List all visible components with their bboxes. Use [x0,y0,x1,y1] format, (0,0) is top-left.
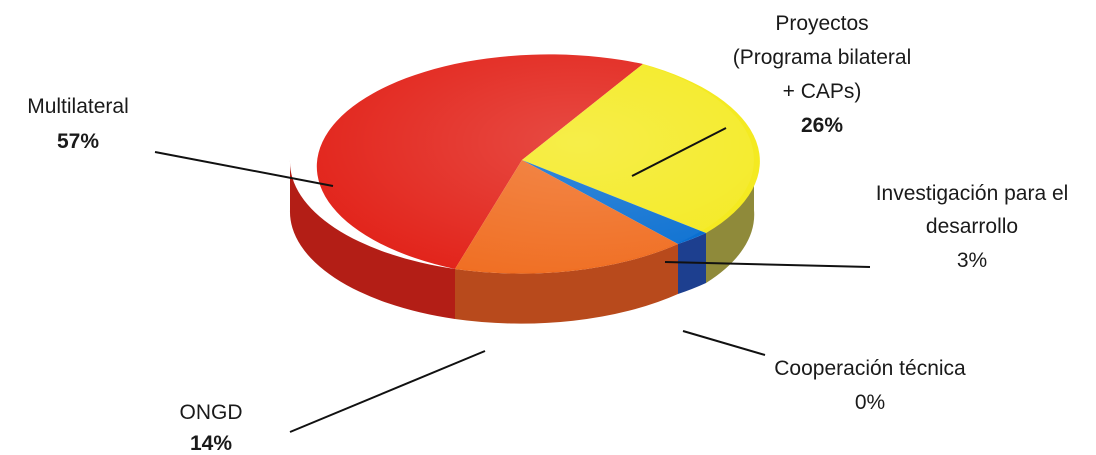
label-proyectos-line3: + CAPs) [783,80,862,103]
label-multilateral: Multilateral [27,95,129,118]
pie-sides [289,160,755,324]
value-ongd: 14% [190,432,232,455]
leader-proyectos [631,127,727,177]
label-investigacion-line2: desarrollo [926,215,1018,238]
leader-ongd [289,350,486,433]
leader-lines [154,127,871,433]
label-ongd: ONGD [180,401,243,424]
pie-top [290,48,760,274]
value-investigacion: 3% [957,249,987,272]
labels: Multilateral 57% Proyectos (Programa bil… [27,12,1068,455]
value-cooperacion: 0% [855,391,885,414]
leader-cooperacion [682,330,766,356]
pie-sheen [290,48,754,272]
label-cooperacion: Cooperación técnica [774,357,966,380]
label-proyectos-line1: Proyectos [775,12,868,35]
slice-side-ongd [455,244,678,324]
value-proyectos: 26% [801,114,843,137]
leader-investigacion [664,261,871,268]
label-proyectos-line2: (Programa bilateral [733,46,912,69]
slice-side-proyectos [706,160,755,283]
value-multilateral: 57% [57,130,99,153]
label-investigacion-line1: Investigación para el [876,182,1069,205]
leader-multilateral [154,151,334,187]
slice-side-multilateral [289,160,455,319]
